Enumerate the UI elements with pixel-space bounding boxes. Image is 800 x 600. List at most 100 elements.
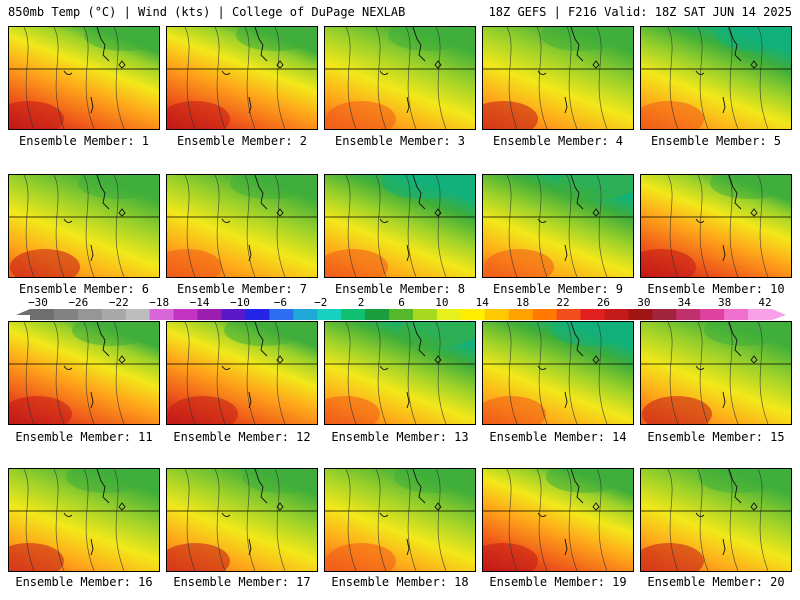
temperature-map <box>483 175 633 277</box>
colorbar-tick-label: 6 <box>398 296 405 309</box>
ensemble-member-caption: Ensemble Member: 15 <box>647 430 785 444</box>
ensemble-map-panel <box>8 26 160 130</box>
ensemble-map-panel <box>640 321 792 425</box>
colorbar-tick-label: 30 <box>637 296 651 309</box>
ensemble-member-caption: Ensemble Member: 5 <box>650 134 782 148</box>
colorbar-tick-label: 22 <box>556 296 570 309</box>
colorbar-tick-label: −26 <box>68 296 89 309</box>
ensemble-map-panel <box>482 321 634 425</box>
ensemble-member-caption: Ensemble Member: 6 <box>18 282 150 296</box>
colorbar-tick-label: 42 <box>758 296 772 309</box>
ensemble-member-caption: Ensemble Member: 12 <box>173 430 311 444</box>
ensemble-member-caption: Ensemble Member: 10 <box>647 282 785 296</box>
colorbar-segment <box>748 309 773 320</box>
ensemble-member-caption: Ensemble Member: 9 <box>492 282 624 296</box>
ensemble-map-panel <box>324 174 476 278</box>
ensemble-map-panel <box>324 468 476 572</box>
colorbar-tick-label: −6 <box>273 296 287 309</box>
ensemble-member-caption: Ensemble Member: 7 <box>176 282 308 296</box>
ensemble-map-panel <box>640 174 792 278</box>
ensemble-map-panel <box>324 321 476 425</box>
colorbar-segment <box>125 309 151 320</box>
colorbar-scale <box>16 309 786 320</box>
temperature-map <box>641 27 791 129</box>
colorbar-tick-label: 10 <box>435 296 449 309</box>
colorbar-segment <box>436 309 462 320</box>
temperature-map <box>9 175 159 277</box>
temperature-map <box>483 27 633 129</box>
ensemble-map-panel <box>166 174 318 278</box>
ensemble-member-caption: Ensemble Member: 13 <box>331 430 469 444</box>
temperature-map <box>325 27 475 129</box>
temperature-map <box>483 322 633 424</box>
colorbar-segment <box>556 309 582 320</box>
ensemble-member-caption: Ensemble Member: 2 <box>176 134 308 148</box>
colorbar-segment <box>197 309 222 320</box>
colorbar-segment <box>628 309 653 320</box>
temperature-map <box>641 469 791 571</box>
colorbar-segment <box>365 309 390 320</box>
ensemble-member-caption: Ensemble Member: 4 <box>492 134 624 148</box>
ensemble-member-caption: Ensemble Member: 19 <box>489 575 627 589</box>
colorbar-segment <box>173 309 199 320</box>
ensemble-map-panel <box>8 321 160 425</box>
colorbar-segment <box>77 309 103 320</box>
ensemble-map-panel <box>8 468 160 572</box>
colorbar-tick-label: −30 <box>28 296 48 309</box>
temperature-map <box>167 27 317 129</box>
colorbar-segment <box>508 309 534 320</box>
colorbar-segment <box>484 309 510 320</box>
colorbar-segment <box>700 309 725 320</box>
colorbar-segment <box>652 309 677 320</box>
ensemble-member-caption: Ensemble Member: 1 <box>18 134 150 148</box>
colorbar-segment <box>149 309 175 320</box>
ensemble-map-panel <box>324 26 476 130</box>
colorbar-segment <box>604 309 629 320</box>
colorbar-tick-label: −10 <box>230 296 250 309</box>
ensemble-map-panel <box>640 468 792 572</box>
temperature-map <box>167 175 317 277</box>
ensemble-member-caption: Ensemble Member: 20 <box>647 575 785 589</box>
temperature-map <box>325 322 475 424</box>
colorbar-segment <box>30 309 55 320</box>
colorbar-segment <box>341 309 366 320</box>
temperature-map <box>325 175 475 277</box>
ensemble-member-caption: Ensemble Member: 3 <box>334 134 466 148</box>
colorbar-segment <box>389 309 414 320</box>
colorbar-tick-label: −18 <box>149 296 170 309</box>
ensemble-map-panel <box>166 321 318 425</box>
ensemble-map-panel <box>482 468 634 572</box>
ensemble-map-panel <box>166 468 318 572</box>
colorbar-segment <box>317 309 342 320</box>
temperature-map <box>167 322 317 424</box>
ensemble-map-panel <box>482 174 634 278</box>
colorbar-tick-label: 34 <box>677 296 691 309</box>
colorbar-segment <box>724 309 749 320</box>
colorbar-segment <box>245 309 270 320</box>
colorbar-segment <box>53 309 79 320</box>
ensemble-member-caption: Ensemble Member: 8 <box>334 282 466 296</box>
ensemble-member-caption: Ensemble Member: 14 <box>489 430 627 444</box>
temperature-map <box>9 469 159 571</box>
ensemble-member-caption: Ensemble Member: 16 <box>15 575 153 589</box>
temperature-map <box>641 322 791 424</box>
ensemble-map-panel <box>166 26 318 130</box>
colorbar-segment <box>580 309 605 320</box>
colorbar-segment <box>676 309 701 320</box>
temperature-map <box>483 469 633 571</box>
colorbar-segment <box>221 309 246 320</box>
colorbar-segment <box>269 309 294 320</box>
temperature-map <box>9 27 159 129</box>
colorbar-segment <box>101 309 127 320</box>
ensemble-member-caption: Ensemble Member: 17 <box>173 575 311 589</box>
temperature-map <box>641 175 791 277</box>
colorbar-segment <box>460 309 486 320</box>
colorbar-tick-label: 18 <box>516 296 530 309</box>
colorbar-tick-label: −14 <box>189 296 210 309</box>
header-valid-time: 18Z GEFS | F216 Valid: 18Z SAT JUN 14 20… <box>488 5 792 19</box>
colorbar-segment <box>412 309 438 320</box>
temperature-map <box>9 322 159 424</box>
temperature-map <box>325 469 475 571</box>
colorbar-tick-label: 2 <box>357 296 365 309</box>
ensemble-map-panel <box>8 174 160 278</box>
